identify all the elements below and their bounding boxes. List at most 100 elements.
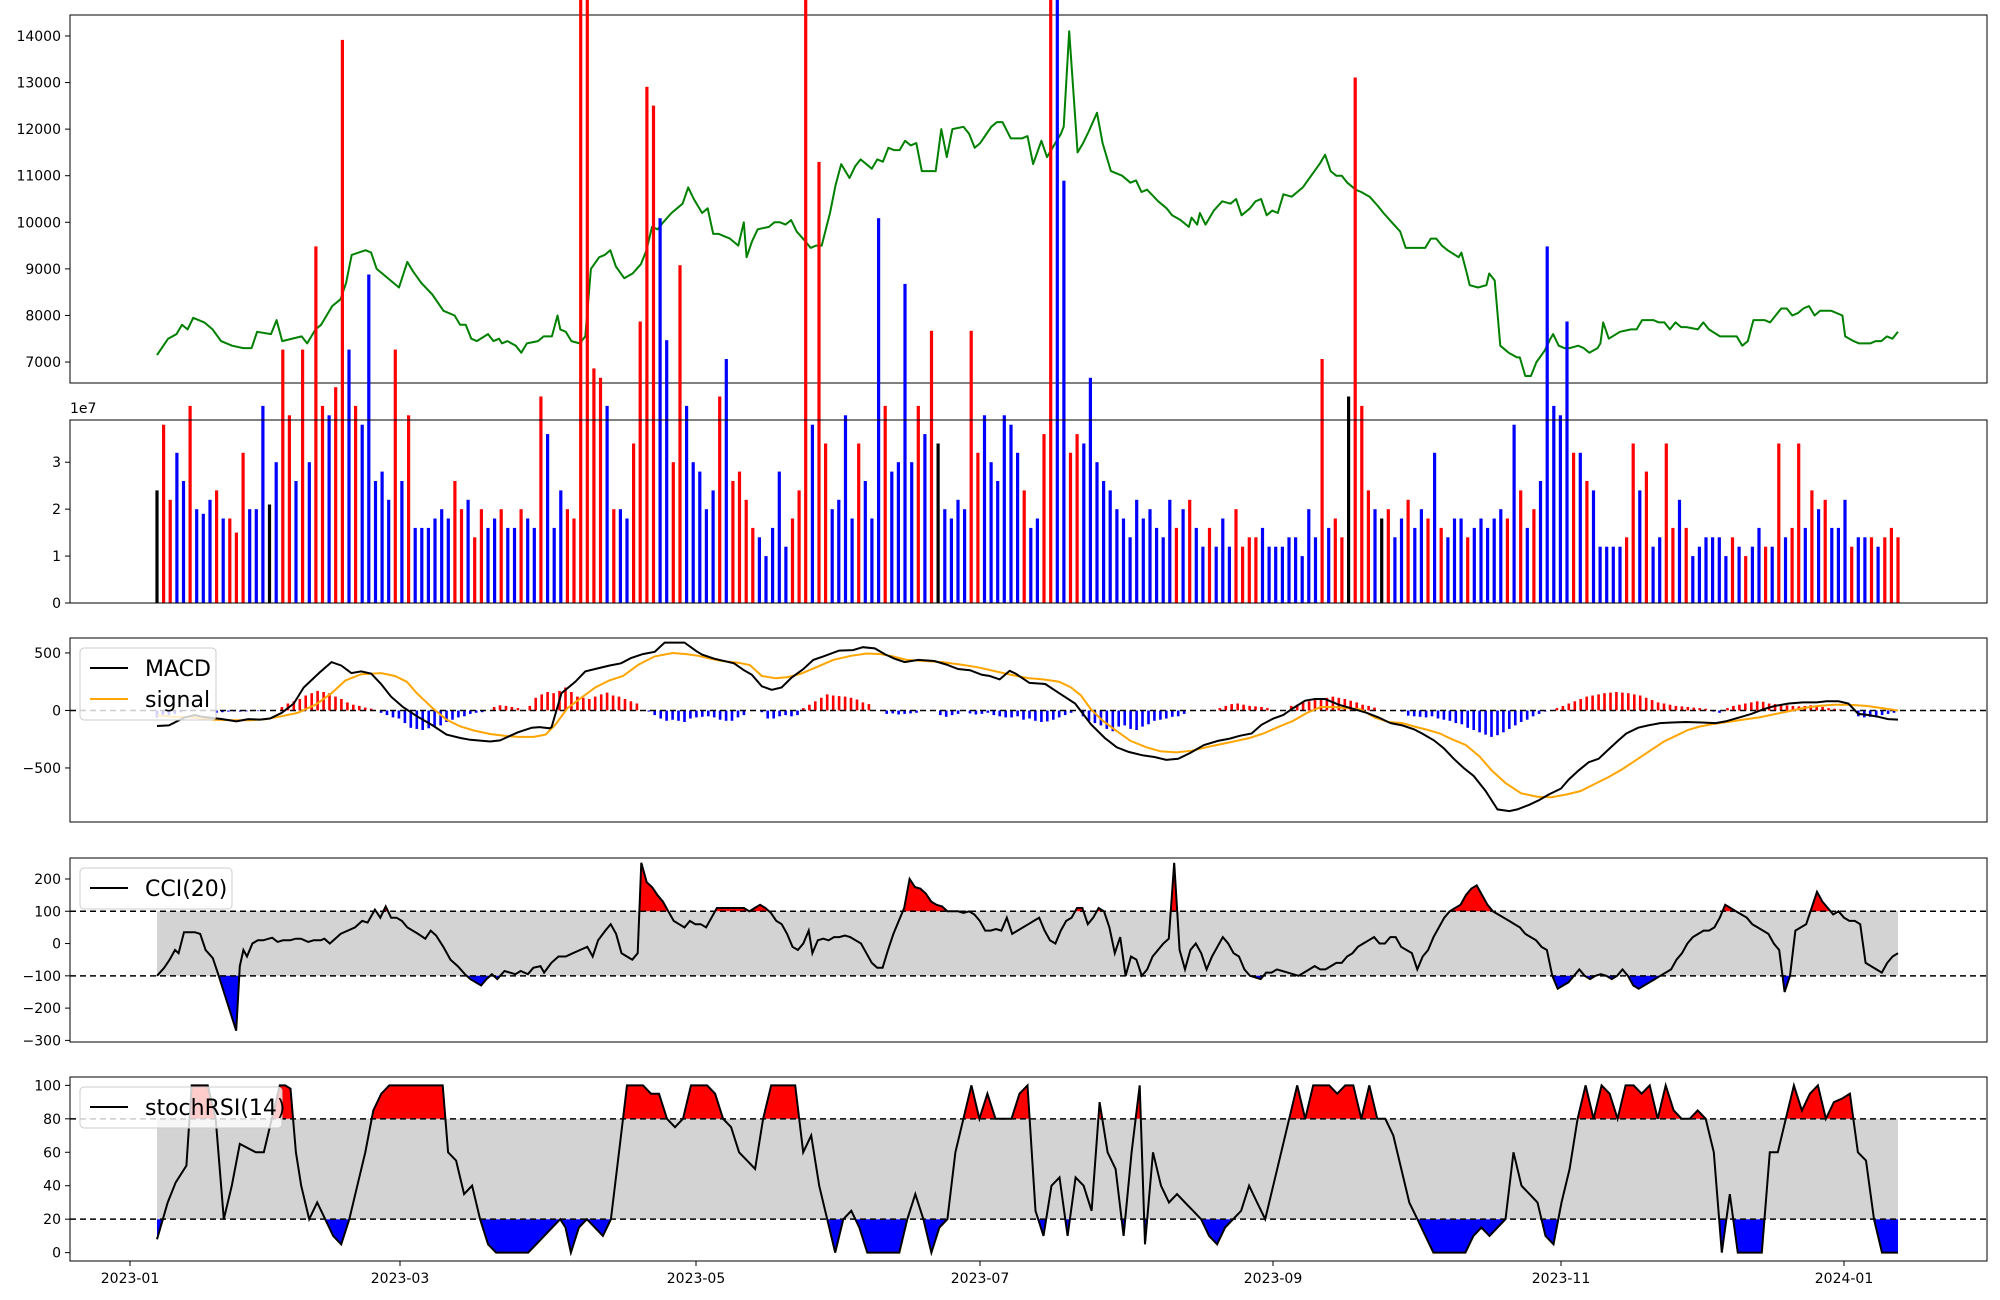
price-line (156, 30, 1899, 377)
volume-bar (1168, 499, 1172, 603)
macd-histogram-bar (1537, 710, 1541, 714)
macd-histogram-bar (474, 710, 478, 713)
volume-bar (387, 499, 391, 603)
volume-bar (1068, 452, 1073, 603)
stochrsi-overbought-fill (979, 1093, 996, 1119)
volume-bar (592, 368, 596, 603)
stochrsi-frame (69, 1076, 1988, 1262)
macd-histogram-bar (340, 699, 343, 711)
macd-histogram-bar (1436, 710, 1440, 719)
macd-histogram-bar (1248, 705, 1251, 711)
macd-histogram-bar (950, 710, 954, 716)
volume-bar (784, 546, 788, 603)
macd-histogram-bar (1010, 710, 1013, 718)
volume-bar (1035, 518, 1039, 603)
stochrsi-overbought-fill (1361, 1085, 1378, 1119)
volume-bar (506, 527, 510, 603)
volume-bar (1598, 546, 1602, 603)
stochrsi-ytick-label: 60 (43, 1145, 61, 1161)
volume-bar (1300, 556, 1304, 603)
stochrsi-oversold-fill (827, 1219, 844, 1253)
volume-bar (605, 405, 609, 603)
macd-histogram-bar (831, 695, 835, 711)
cci-ytick-label: 200 (34, 872, 61, 888)
macd-histogram-bar (363, 707, 367, 711)
volume-bar (254, 509, 258, 603)
cci-overbought-fill (639, 862, 669, 912)
volume-bar (1744, 556, 1748, 603)
stochrsi-oversold-fill (325, 1219, 350, 1245)
macd-histogram-bar (1373, 707, 1376, 711)
macd-histogram-bar (1343, 699, 1347, 711)
volume-bar (1399, 518, 1404, 603)
volume-bar (1419, 509, 1423, 603)
volume-bar (1605, 546, 1609, 603)
volume-bar (1366, 490, 1370, 603)
macd-histogram-bar (724, 710, 728, 721)
macd-histogram-bar (534, 697, 537, 711)
macd-histogram-bar (1750, 702, 1753, 711)
macd-histogram-bar (570, 692, 573, 711)
volume-bar (737, 471, 742, 603)
macd-histogram-bar (1668, 704, 1672, 711)
cci-ytick-label: −200 (23, 1001, 61, 1017)
macd-histogram-bar (1016, 710, 1019, 717)
stochrsi-overbought-fill (1289, 1085, 1306, 1119)
volume-bar (519, 509, 523, 603)
volume-bar (373, 481, 378, 603)
macd-histogram-bar (1331, 696, 1335, 711)
volume-bar (830, 509, 834, 603)
macd-histogram-bar (391, 710, 395, 718)
volume-bar (1340, 537, 1344, 603)
volume-bar (1532, 509, 1536, 603)
volume-bar (618, 509, 622, 603)
volume-bar (896, 462, 900, 603)
volume-bar (1843, 499, 1847, 603)
volume-bar (1221, 518, 1225, 603)
volume-bar (579, 0, 583, 603)
volume-bar (440, 509, 444, 603)
macd-histogram-bar (221, 710, 224, 713)
volume-bar (1446, 537, 1450, 603)
macd-histogram-bar (498, 705, 502, 711)
volume-bar (870, 518, 874, 603)
macd-histogram-bar (1117, 710, 1120, 727)
macd-histogram-bar (611, 695, 615, 711)
macd-histogram-bar (766, 710, 769, 719)
stochrsi-ytick-label: 80 (43, 1112, 61, 1128)
volume-bar (320, 405, 325, 603)
volume-bar (1373, 509, 1377, 603)
stochrsi-overbought-fill (1657, 1085, 1682, 1119)
volume-bar (850, 518, 854, 603)
stochrsi-overbought-fill (683, 1085, 724, 1119)
stochrsi-legend-label: stochRSI(14) (145, 1096, 286, 1121)
macd-histogram-bar (778, 710, 781, 717)
macd-histogram-bar (707, 710, 710, 717)
volume-bar (1883, 537, 1887, 603)
macd-histogram-bar (1135, 710, 1138, 730)
volume-bar (1810, 490, 1814, 603)
macd-histogram-bar (802, 708, 805, 711)
volume-bar (354, 405, 358, 603)
macd-histogram-bar (891, 710, 894, 714)
volume-bar (1823, 499, 1827, 603)
macd-histogram-bar (1773, 704, 1777, 711)
stochrsi-line (156, 1081, 1898, 1257)
volume-bar (1671, 527, 1675, 603)
macd-histogram-bar (1680, 706, 1684, 711)
volume-bar (1241, 546, 1245, 603)
macd-histogram-bar (1821, 707, 1824, 711)
volume-bar (241, 452, 245, 603)
volume-bar (1135, 499, 1139, 603)
macd-histogram-bar (1674, 705, 1678, 711)
macd-histogram-bar (849, 697, 853, 711)
macd-histogram-bar (1573, 701, 1577, 711)
cci-panel: −300 −200 −100 0 100 200 CCI(20) (23, 857, 1988, 1049)
volume-bar (1062, 180, 1066, 603)
volume-bar (1260, 527, 1265, 603)
cci-frame (69, 857, 1988, 1043)
volume-bar (433, 518, 437, 603)
volume-bar (1585, 481, 1589, 603)
volume-bar (1717, 537, 1721, 603)
